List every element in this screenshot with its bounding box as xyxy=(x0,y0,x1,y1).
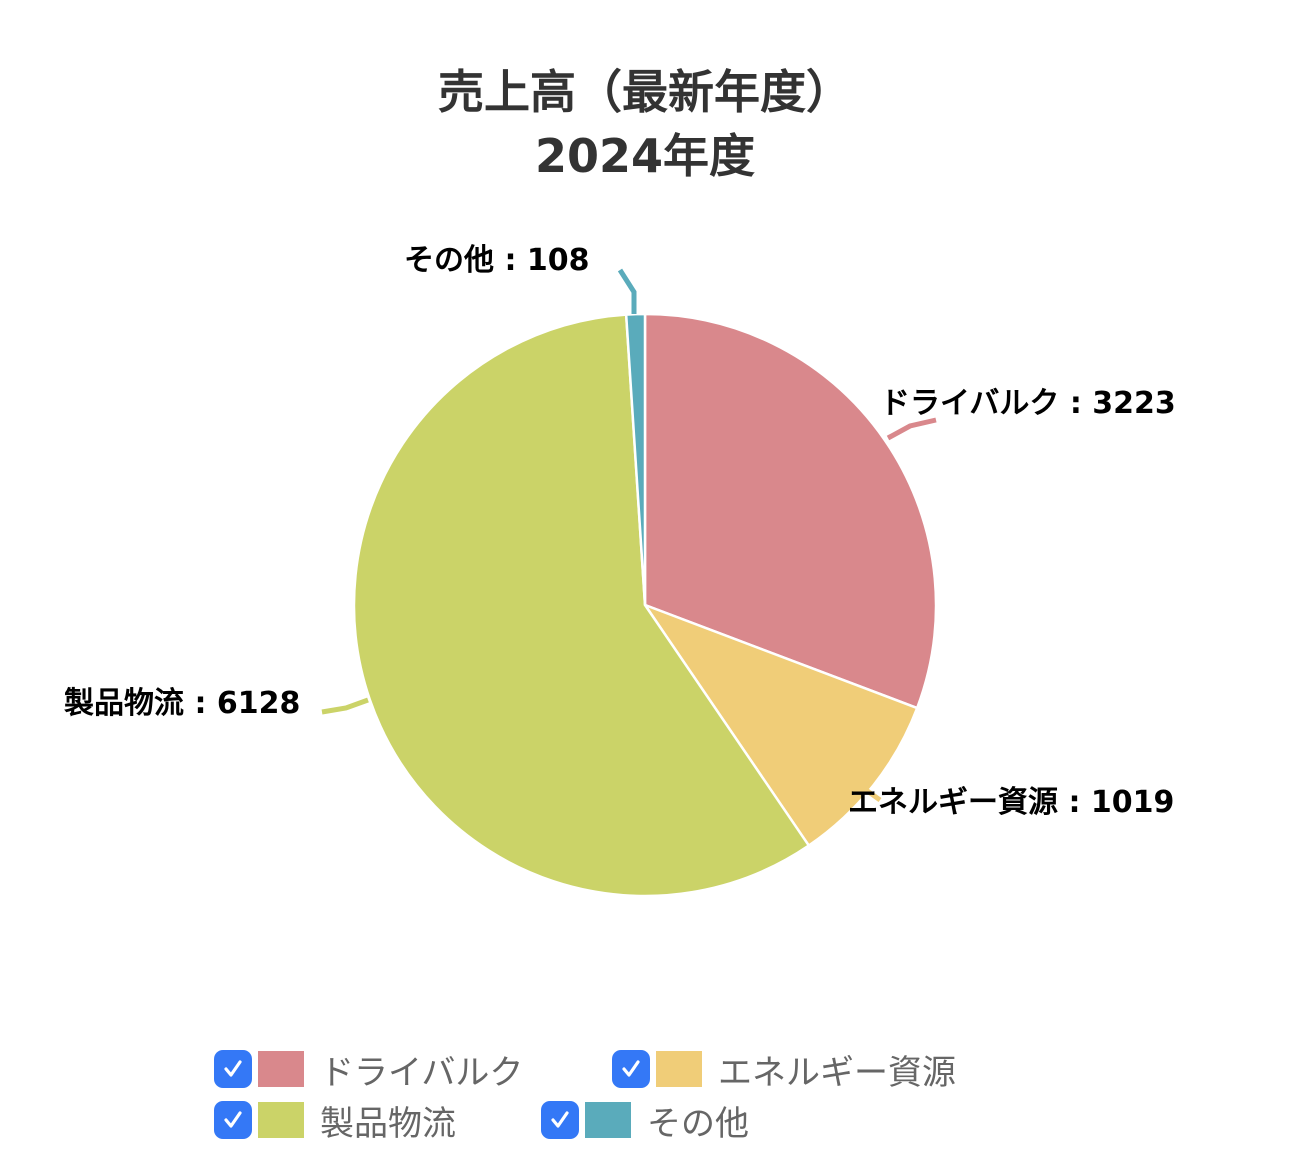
slice-other[interactable] xyxy=(624,312,647,607)
checkbox-checked-icon[interactable] xyxy=(612,1050,650,1088)
chart-title: 売上高（最新年度） xyxy=(438,65,852,119)
leader-dry-bulk xyxy=(886,417,937,441)
checkbox-checked-icon[interactable] xyxy=(214,1050,252,1088)
legend-label: エネルギー資源 xyxy=(718,1052,956,1093)
legend-item-product[interactable]: 製品物流 xyxy=(214,1098,456,1144)
data-label-dry-bulk: ドライバルク : 3223 xyxy=(880,386,1176,421)
label-leader-lines xyxy=(321,268,937,803)
legend-swatch xyxy=(656,1051,702,1087)
legend-label: ドライバルク xyxy=(320,1052,524,1093)
legend-label: 製品物流 xyxy=(320,1103,456,1144)
chart-subtitle: 2024年度 xyxy=(534,129,756,183)
slice-energy[interactable] xyxy=(643,603,919,847)
legend-item-other[interactable]: その他 xyxy=(541,1098,749,1144)
data-label-energy: エネルギー資源 : 1019 xyxy=(848,785,1175,820)
checkbox-checked-icon[interactable] xyxy=(214,1101,252,1139)
data-label-product: 製品物流 : 6128 xyxy=(64,686,301,721)
legend-label: その他 xyxy=(647,1103,749,1144)
leader-other xyxy=(617,268,637,314)
slice-dry-bulk[interactable] xyxy=(643,312,938,710)
legend-item-energy[interactable]: エネルギー資源 xyxy=(612,1047,956,1093)
leader-energy xyxy=(864,787,882,803)
leader-product xyxy=(321,697,369,715)
legend-swatch xyxy=(585,1102,631,1138)
legend-item-dry-bulk[interactable]: ドライバルク xyxy=(214,1047,524,1093)
slice-product[interactable] xyxy=(352,313,811,898)
legend-swatch xyxy=(258,1102,304,1138)
checkbox-checked-icon[interactable] xyxy=(541,1101,579,1139)
data-label-other: その他 : 108 xyxy=(404,243,590,278)
legend-swatch xyxy=(258,1051,304,1087)
pie-slices xyxy=(352,312,938,898)
